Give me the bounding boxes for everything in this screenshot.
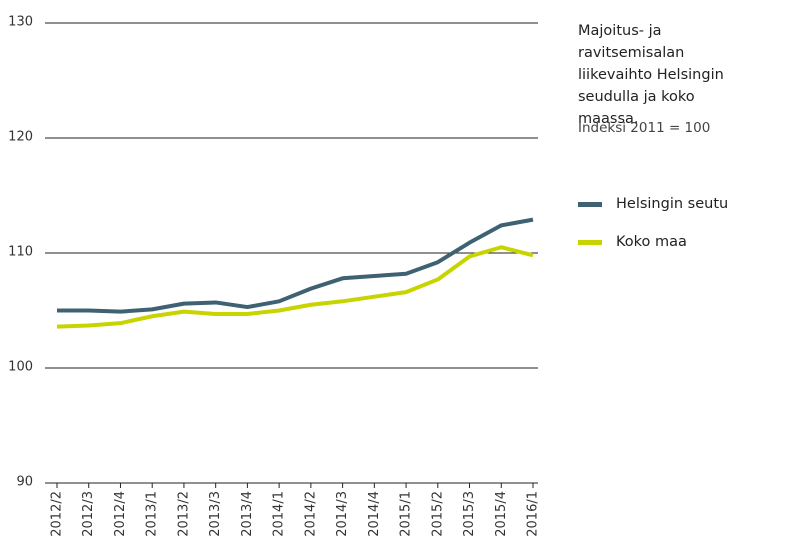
- y-tick-label: 120: [8, 130, 33, 145]
- x-tick-label: 2013/4: [240, 491, 255, 537]
- legend-swatch: [578, 201, 602, 207]
- legend-label: Koko maa: [616, 234, 687, 250]
- x-tick-label: 2015/3: [462, 491, 477, 537]
- x-tick-label: 2013/3: [208, 491, 223, 537]
- x-tick-label: 2012/2: [50, 491, 65, 537]
- legend-swatch: [578, 239, 602, 245]
- x-tick-label: 2015/4: [494, 491, 509, 537]
- x-tick-label: 2014/3: [335, 491, 350, 537]
- y-tick-label: 130: [8, 15, 33, 30]
- x-tick-label: 2014/4: [367, 491, 382, 537]
- x-tick-label: 2015/1: [399, 491, 414, 537]
- x-tick-label: 2012/4: [113, 491, 128, 537]
- x-tick-label: 2012/3: [81, 491, 96, 537]
- y-tick-label: 100: [8, 360, 33, 375]
- series-line: [57, 217, 534, 314]
- chart-subtitle: Indeksi 2011 = 100: [578, 120, 711, 136]
- x-tick-label: 2014/2: [303, 491, 318, 537]
- legend-label: Helsingin seutu: [616, 196, 729, 212]
- legend-item: Helsingin seutu: [578, 196, 728, 212]
- x-tick-label: 2013/2: [176, 491, 191, 537]
- y-tick-label: 110: [8, 245, 33, 260]
- x-tick-label: 2013/1: [145, 491, 160, 537]
- legend-item: Koko maa: [578, 234, 687, 250]
- x-tick-label: 2014/1: [272, 491, 287, 537]
- y-tick-label: 90: [16, 475, 33, 490]
- series-line: [56, 245, 534, 329]
- x-tick-label: 2016/1: [526, 491, 541, 537]
- chart-title: Majoitus- ja ravitsemisalan liikevaihto …: [578, 23, 724, 127]
- x-tick-label: 2015/2: [430, 491, 445, 537]
